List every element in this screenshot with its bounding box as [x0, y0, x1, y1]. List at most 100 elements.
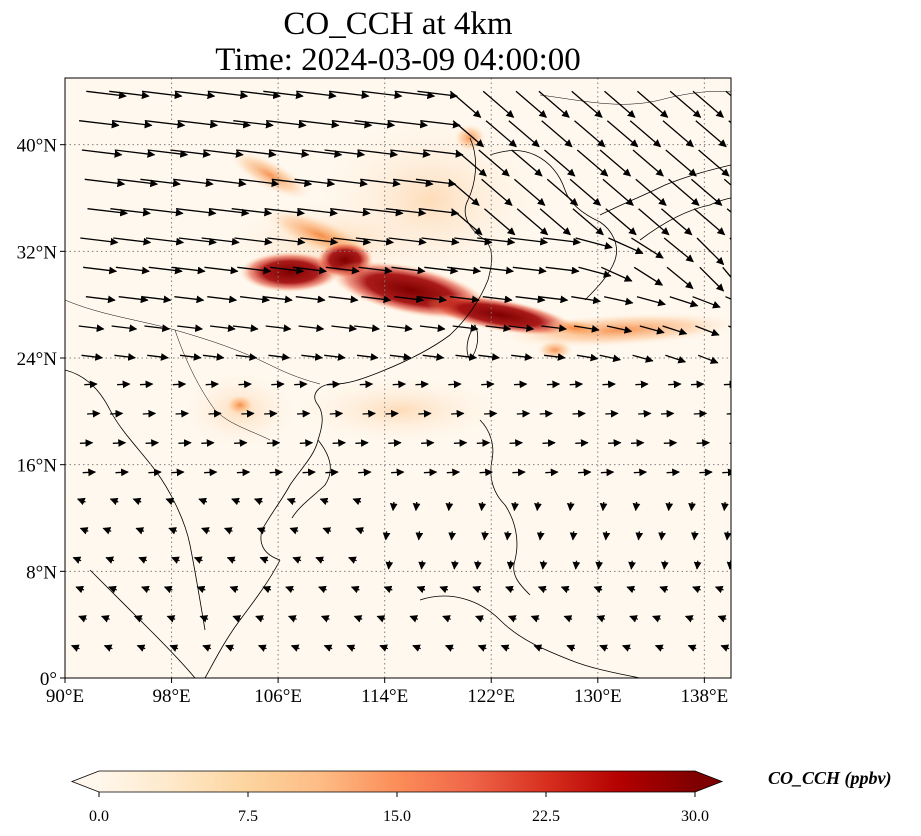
wind-arrow: [511, 149, 543, 177]
wind-arrow: [383, 585, 393, 594]
wind-arrow: [232, 615, 242, 623]
wind-arrow: [509, 439, 523, 447]
wind-arrow: [296, 409, 311, 418]
wind-arrow: [503, 531, 512, 541]
longitude-ticks: 90°E 98°E 106°E 114°E 122°E 130°E 138°E: [46, 678, 728, 707]
wind-arrow: [350, 585, 360, 594]
wind-arrow: [481, 178, 513, 206]
wind-arrow: [516, 208, 549, 236]
wind-arrow: [286, 497, 296, 506]
wind-arrow: [601, 266, 633, 282]
wind-arrow: [690, 380, 705, 389]
wind-arrow: [472, 585, 482, 594]
wind-arrow: [237, 266, 272, 275]
wind-arrow: [473, 560, 482, 570]
wind-arrow: [606, 120, 639, 148]
wind-arrow: [268, 353, 291, 361]
wind-arrow: [385, 560, 394, 570]
plume-northwest-band: [229, 150, 311, 200]
wind-arrow: [726, 208, 731, 213]
wind-arrow: [633, 468, 648, 477]
wind-arrow: [546, 380, 561, 389]
wind-arrow: [566, 501, 575, 512]
wind-arrow: [171, 468, 185, 477]
wind-arrow: [630, 439, 645, 447]
wind-arrow: [115, 266, 150, 275]
wind-arrow: [660, 560, 669, 570]
wind-arrow: [238, 380, 252, 389]
wind-arrow: [631, 237, 664, 259]
wind-arrow: [208, 409, 222, 418]
wind-arrow: [639, 325, 665, 335]
wind-arrow: [665, 354, 687, 364]
wind-arrow: [332, 237, 372, 246]
wind-arrow: [628, 560, 636, 570]
wind-arrow: [163, 585, 173, 594]
wind-arrow: [539, 208, 571, 236]
wind-arrow: [539, 409, 553, 418]
wind-arrow: [515, 90, 547, 118]
wind-arrow: [144, 324, 171, 333]
wind-arrow: [453, 439, 468, 447]
wind-arrow: [638, 409, 652, 418]
wind-arrow: [513, 178, 546, 206]
wind-arrow: [329, 409, 344, 418]
wind-arrow: [573, 325, 600, 333]
wind-arrow: [416, 585, 426, 594]
wind-arrow: [608, 237, 644, 255]
wind-arrow: [108, 585, 117, 594]
wind-arrow: [539, 560, 548, 570]
wind-arrow: [387, 120, 428, 129]
wind-arrow: [166, 615, 176, 623]
wind-arrow: [139, 380, 154, 389]
wind-arrow: [545, 266, 580, 275]
wind-arrow: [635, 178, 667, 206]
wind-arrow: [382, 531, 391, 541]
wind-arrow: [572, 560, 581, 570]
wind-arrow: [355, 439, 369, 447]
wind-arrow: [446, 468, 461, 477]
wind-arrow: [576, 353, 599, 362]
wind-arrow: [723, 531, 731, 541]
wind-arrow: [173, 178, 214, 188]
wind-arrow: [265, 324, 292, 333]
wind-arrow: [118, 295, 149, 304]
wind-arrow: [302, 468, 316, 477]
wind-arrow: [658, 531, 666, 541]
wind-arrow: [294, 380, 308, 389]
wind-arrow: [147, 353, 169, 361]
wind-arrow: [196, 585, 206, 594]
wind-arrow: [226, 556, 236, 564]
wind-arrow: [608, 439, 622, 447]
wind-arrow: [638, 208, 670, 236]
wind-arrow: [171, 556, 180, 564]
wind-arrow: [663, 439, 678, 447]
wind-arrow: [669, 296, 699, 308]
wind-arrow: [201, 439, 215, 447]
wind-arrow: [79, 527, 89, 535]
wind-arrow: [148, 468, 162, 477]
wind-arrow: [394, 90, 436, 100]
wind-arrow: [688, 501, 696, 512]
wind-arrow: [352, 497, 362, 506]
wind-arrow: [117, 178, 159, 188]
wind-arrow: [201, 527, 210, 535]
wind-arrow: [177, 324, 203, 333]
wind-arrow: [325, 266, 360, 275]
wind-arrow: [574, 120, 606, 148]
wind-arrow: [479, 468, 493, 477]
wind-arrow: [285, 585, 295, 594]
wind-arrow: [421, 237, 460, 246]
wind-arrow: [205, 380, 219, 389]
wind-arrow: [479, 266, 514, 275]
wind-arrow: [599, 501, 608, 512]
wind-arrow: [210, 324, 236, 333]
lat-tick-label: 32°N: [17, 242, 58, 263]
wind-arrow: [208, 208, 250, 217]
wind-arrow: [729, 237, 731, 241]
wind-arrow: [696, 439, 710, 447]
wind-arrow: [240, 90, 281, 100]
wind-arrow: [320, 615, 330, 623]
wind-arrow: [599, 354, 621, 363]
wind-arrow: [140, 178, 181, 188]
